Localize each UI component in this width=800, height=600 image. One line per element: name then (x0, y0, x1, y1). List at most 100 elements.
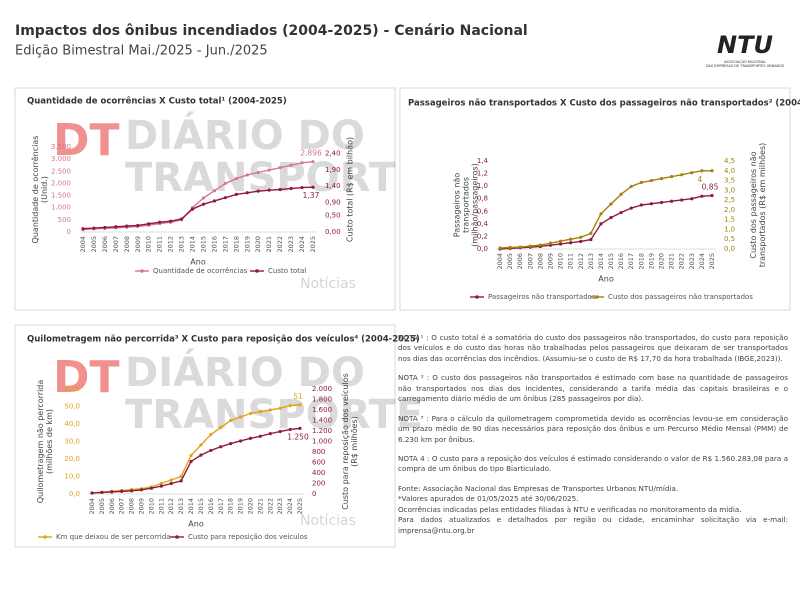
y-tick-label: 1,4 (477, 157, 489, 165)
x-tick-label: 2011 (157, 498, 165, 515)
data-point (558, 239, 563, 243)
x-tick-label: 2024 (286, 498, 294, 515)
y-tick-label: 1.500 (51, 192, 71, 200)
logo: NTU (717, 31, 773, 59)
x-tick-label: 2020 (658, 253, 666, 270)
y2-tick-label: 0,5 (724, 235, 735, 243)
x-tick-label: 2023 (688, 253, 696, 270)
y2-axis-label: Custo dos passageiros não (749, 151, 758, 258)
data-point (100, 490, 104, 495)
data-point (248, 411, 253, 416)
data-label: 2.896 (300, 149, 322, 158)
x-tick-label: 2016 (210, 236, 218, 253)
y2-tick-label: 0,90 (325, 199, 341, 207)
data-point (267, 188, 271, 192)
legend-label: Custo para reposição dos veículos (188, 533, 308, 541)
x-tick-label: 2004 (88, 498, 96, 515)
y-tick-label: 0 (67, 228, 71, 236)
x-tick-label: 2006 (516, 253, 524, 270)
y2-tick-label: 0 (312, 490, 316, 498)
data-point (169, 481, 173, 486)
x-tick-label: 2019 (243, 236, 251, 253)
data-point (569, 241, 573, 245)
y-tick-label: 1,0 (477, 182, 488, 190)
y2-tick-label: 0,0 (724, 245, 735, 253)
watermark: DIÁRIO DO (125, 348, 365, 396)
x-tick-label: 2014 (189, 236, 197, 253)
y-axis-label: Passageiros não (453, 173, 462, 238)
x-tick-label: 2008 (128, 498, 136, 515)
data-point (189, 453, 193, 458)
y2-tick-label: 2,40 (325, 150, 341, 158)
x-tick-label: 2022 (276, 236, 284, 253)
x-tick-label: 2008 (123, 236, 131, 253)
x-tick-label: 2018 (232, 236, 240, 253)
y-tick-label: 40,0 (64, 420, 80, 428)
note: NOTA ³ : Para o cálculo da quilometragem… (398, 413, 788, 444)
x-tick-label: 2018 (637, 253, 645, 270)
page-title: Impactos dos ônibus incendiados (2004-20… (15, 23, 528, 39)
data-point (700, 169, 704, 173)
data-point (256, 170, 260, 175)
data-point (103, 225, 107, 230)
x-tick-label: 2018 (227, 498, 235, 515)
data-point (245, 173, 249, 177)
data-point (159, 484, 163, 488)
x-tick-label: 2011 (156, 236, 164, 253)
x-tick-label: 2014 (187, 498, 195, 515)
y2-tick-label: 600 (312, 459, 325, 467)
x-tick-label: 2010 (147, 498, 155, 515)
x-tick-label: 2015 (197, 498, 205, 515)
source-line: Fonte: Associação Nacional das Empresas … (398, 483, 679, 493)
data-point (114, 225, 118, 229)
data-point (219, 445, 223, 449)
y2-tick-label: 400 (312, 469, 325, 477)
x-tick-label: 2017 (627, 253, 635, 270)
data-point (518, 245, 522, 249)
x-tick-label: 2011 (567, 253, 575, 270)
data-label: 51 (293, 392, 303, 401)
y-tick-label: 3.500 (51, 143, 71, 151)
data-point (278, 429, 282, 434)
x-tick-label: 2015 (199, 236, 207, 253)
data-point (268, 408, 272, 412)
x-tick-label: 2025 (708, 253, 716, 270)
y-tick-label: 500 (58, 216, 71, 224)
x-tick-label: 2019 (237, 498, 245, 515)
x-tick-label: 2016 (617, 253, 625, 270)
logo-caption: ASSOCIAÇÃO NACIONAL (724, 59, 766, 64)
watermark: Notícias (300, 276, 356, 292)
data-point (278, 166, 282, 170)
source-line: Para dados atualizados e detalhados por … (398, 515, 788, 535)
x-tick-label: 2013 (177, 498, 185, 515)
y-tick-label: 3.000 (51, 155, 71, 163)
legend-marker (43, 535, 47, 539)
x-axis-label: Ano (598, 275, 614, 284)
watermark: Notícias (300, 513, 356, 529)
y-tick-label: 0,8 (477, 195, 488, 203)
data-point (569, 237, 573, 241)
data-point (609, 202, 613, 206)
data-point (619, 192, 623, 196)
data-point (690, 171, 694, 175)
x-axis-label: Ano (190, 258, 206, 267)
y2-tick-label: 1,90 (325, 166, 341, 174)
data-point (289, 186, 293, 191)
data-point (710, 193, 714, 198)
x-tick-label: 2006 (108, 498, 116, 515)
y-tick-label: 1,2 (477, 170, 488, 178)
y2-tick-label: 3,5 (724, 177, 735, 185)
x-tick-label: 2023 (287, 236, 295, 253)
logo-caption: DAS EMPRESAS DE TRANSPORTES URBANOS (706, 64, 785, 68)
data-point (300, 161, 304, 165)
y-axis-label: (milhões de km) (45, 409, 54, 474)
data-point (130, 489, 134, 493)
x-tick-label: 2005 (506, 253, 514, 270)
x-tick-label: 2004 (496, 253, 504, 270)
x-tick-label: 2023 (276, 498, 284, 515)
y2-tick-label: 2,0 (724, 206, 735, 214)
data-point (528, 244, 532, 248)
data-point (238, 439, 243, 443)
data-point (258, 410, 262, 414)
